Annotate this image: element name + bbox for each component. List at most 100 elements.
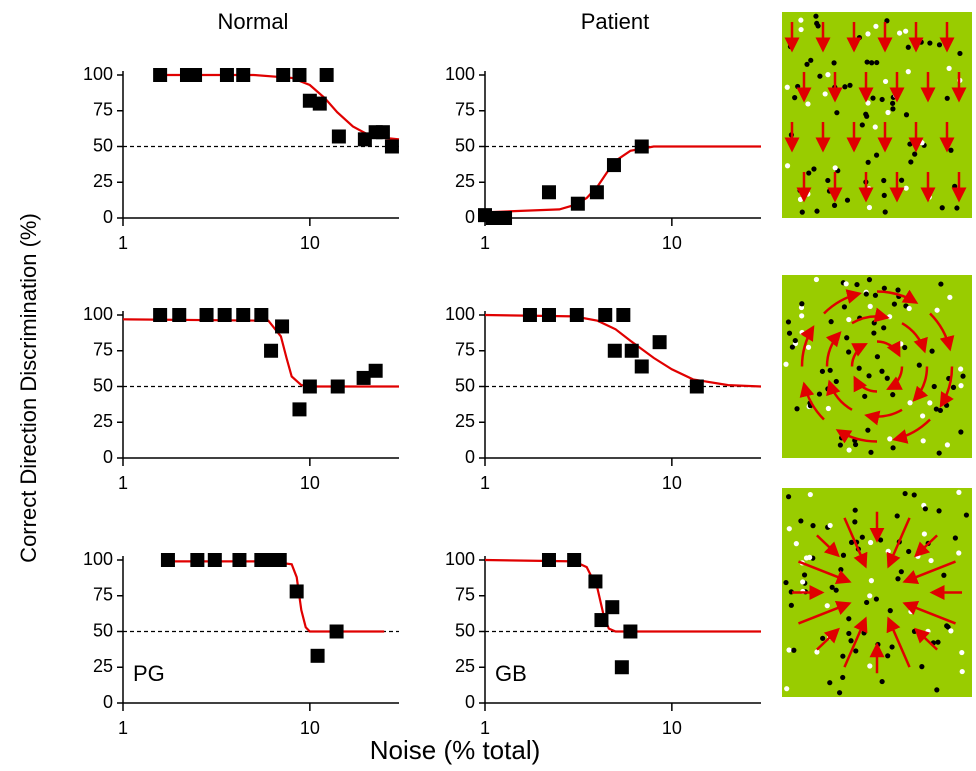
stimulus-dot <box>805 101 811 107</box>
stimulus-dot <box>828 319 834 325</box>
stimulus-dot <box>866 277 873 283</box>
stimulus-dot <box>799 329 805 336</box>
y-tick-label: 75 <box>93 585 113 605</box>
x-tick-label: 10 <box>662 473 682 493</box>
stimulus-dot <box>819 368 826 374</box>
x-tick-label: 10 <box>662 233 682 253</box>
motion-arrow <box>864 408 903 426</box>
fit-curve <box>484 145 761 214</box>
stimulus-dot <box>801 572 808 578</box>
stimulus-dot <box>870 95 876 101</box>
stimulus-dot <box>827 367 833 373</box>
data-point <box>485 211 500 225</box>
stimulus-dot <box>873 152 880 158</box>
stimulus-images <box>782 12 972 697</box>
stimulus-dot <box>881 325 887 331</box>
data-point <box>689 379 704 394</box>
stimulus-dot <box>938 281 944 287</box>
stimulus-dot <box>785 319 792 325</box>
stimulus-dot <box>805 191 811 197</box>
panel-label: PG <box>133 661 165 686</box>
stimulus-dot <box>960 373 966 379</box>
stimulus-dot <box>853 648 859 654</box>
y-tick-label: 0 <box>465 207 475 227</box>
data-point <box>356 370 371 385</box>
y-tick-label: 0 <box>465 447 475 467</box>
motion-arrow <box>912 366 929 402</box>
stimulus-dot <box>891 301 898 307</box>
stimulus-dot <box>791 647 797 653</box>
stimulus-dot <box>874 354 881 360</box>
stimulus-dot <box>939 205 945 211</box>
data-point <box>272 553 287 567</box>
stimulus-dot <box>937 407 944 414</box>
fit-curve <box>484 313 762 388</box>
stimulus-dot <box>958 383 964 389</box>
stimulus-dot <box>813 276 820 283</box>
motion-arrow <box>876 340 901 358</box>
data-point <box>276 68 291 82</box>
motion-arrow <box>835 429 878 444</box>
stimulus-dot <box>882 209 888 215</box>
stimulus-dot <box>808 57 814 63</box>
stimulus-dot <box>865 427 871 433</box>
motion-arrow <box>886 517 911 569</box>
data-point <box>292 68 307 82</box>
stimulus-dot <box>890 100 896 106</box>
column-title: Patient <box>581 9 650 34</box>
data-point <box>594 613 609 628</box>
data-point <box>614 660 629 675</box>
stimulus-dot <box>894 513 900 519</box>
motion-arrow <box>892 418 931 444</box>
data-point <box>331 129 346 144</box>
data-point <box>217 308 232 322</box>
stimulus-dot <box>846 616 852 622</box>
stimulus-dot <box>867 663 873 669</box>
data-point <box>275 319 290 334</box>
stimulus-dot <box>786 330 793 336</box>
data-point <box>188 68 203 82</box>
stimulus-dot <box>887 608 893 614</box>
stimulus-dot <box>842 84 848 90</box>
stimulus-dot <box>852 507 858 513</box>
y-tick-label: 100 <box>445 64 475 84</box>
motion-arrow <box>876 289 919 304</box>
stimulus-dot <box>783 579 789 586</box>
stimulus-dot <box>847 82 853 88</box>
stimulus-dot <box>852 519 858 525</box>
motion-arrow <box>816 627 840 651</box>
stimulus-dot <box>958 429 964 435</box>
stimulus-dot <box>895 576 901 582</box>
data-point <box>634 139 649 154</box>
data-point <box>368 363 383 378</box>
stimulus-dot <box>859 122 865 128</box>
y-tick-label: 25 <box>93 411 113 431</box>
stimulus-dot <box>799 313 805 319</box>
y-tick-label: 75 <box>455 585 475 605</box>
stimulus-dot <box>905 69 911 75</box>
data-point <box>153 308 168 322</box>
stimulus-dot <box>794 406 800 412</box>
stimulus-dot <box>956 489 962 495</box>
stimulus-dot <box>826 188 833 194</box>
stimulus-dot <box>931 383 937 390</box>
x-axis-label: Noise (% total) <box>370 735 541 765</box>
stimulus-dot <box>959 649 965 656</box>
stimulus-dot <box>868 449 874 455</box>
data-point <box>567 553 582 567</box>
stimulus-dot <box>874 59 880 66</box>
stimulus-dot <box>837 442 843 448</box>
stimulus-dot <box>956 550 962 556</box>
data-point <box>264 343 279 358</box>
stimulus-dot <box>933 406 939 412</box>
stimulus-dot <box>954 205 960 211</box>
stimulus-dot <box>832 165 838 171</box>
x-tick-label: 10 <box>300 473 320 493</box>
stimulus-dot <box>916 362 922 368</box>
stimulus-dot <box>948 147 954 153</box>
stimulus-dot <box>898 569 904 575</box>
stimulus-dot <box>846 630 852 637</box>
stimulus-dot <box>959 668 965 675</box>
stimulus-dot <box>784 686 790 692</box>
stimulus-dot <box>936 508 942 514</box>
